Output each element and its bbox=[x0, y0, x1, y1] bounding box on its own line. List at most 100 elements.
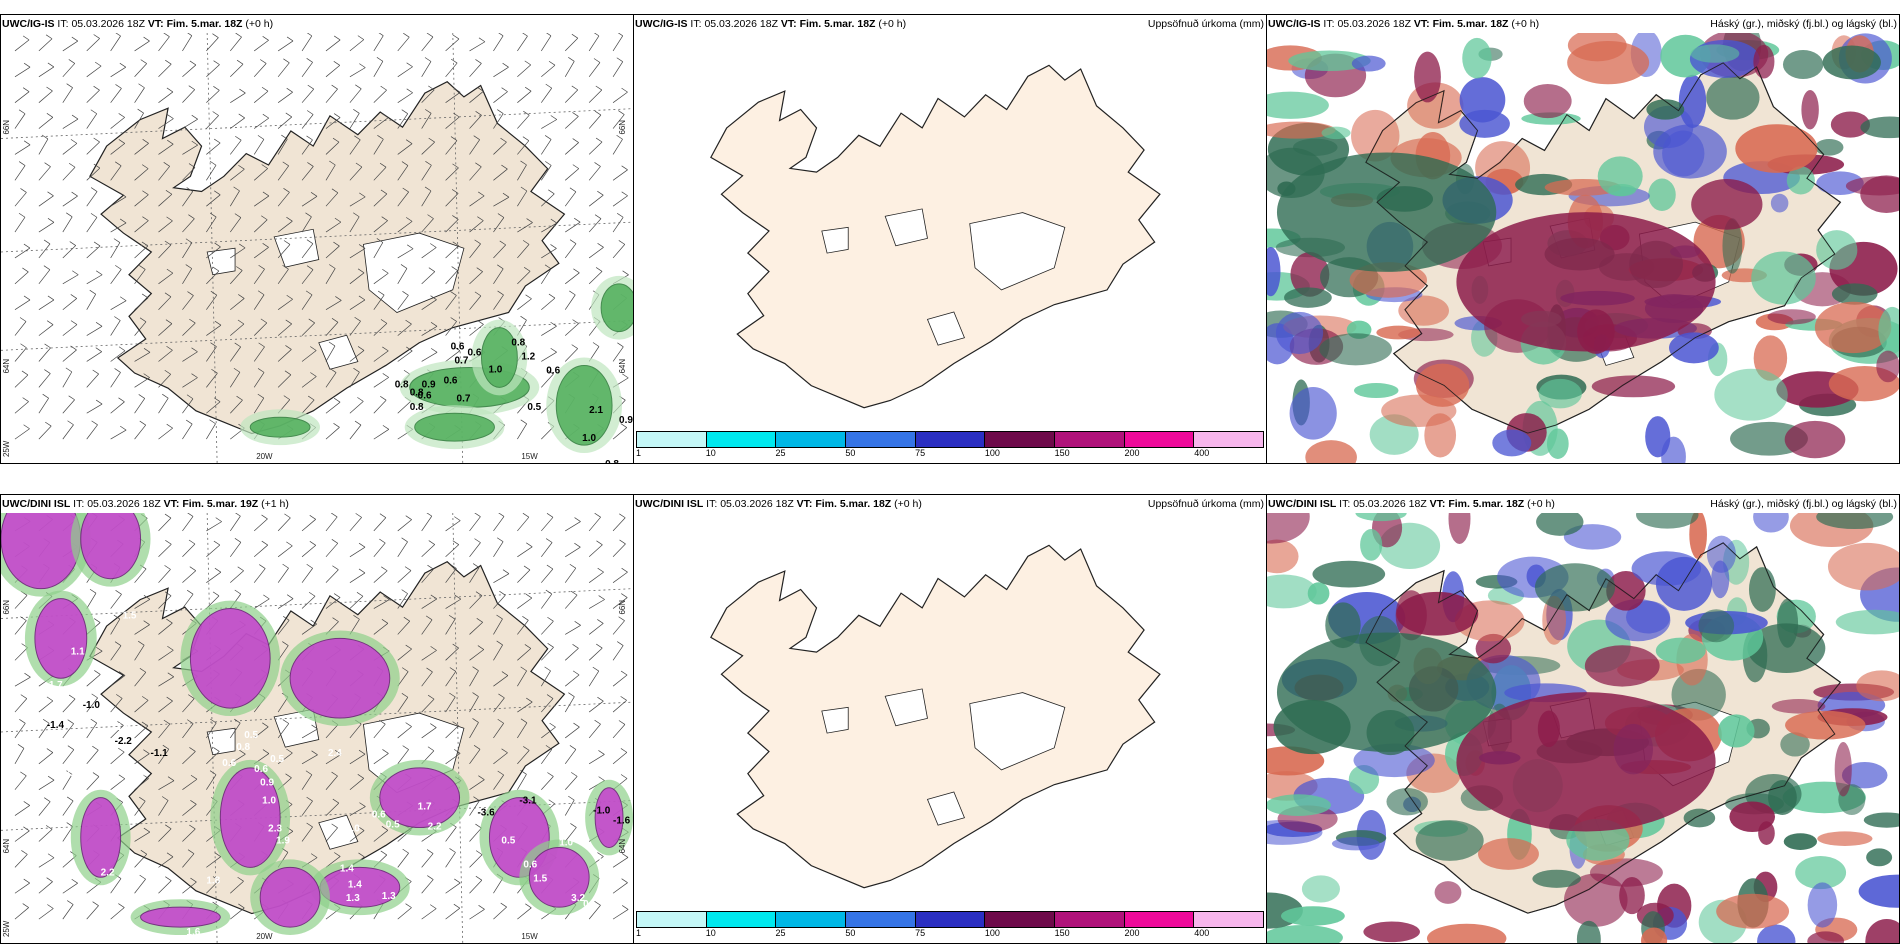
wind-barb bbox=[110, 641, 122, 661]
glacier-outline bbox=[318, 814, 359, 850]
wind-barb bbox=[612, 191, 628, 207]
wind-barb bbox=[158, 824, 172, 842]
wind-barb bbox=[469, 239, 481, 259]
wind-barb bbox=[397, 264, 408, 285]
wind-barb bbox=[301, 796, 313, 816]
cloud-cover-area bbox=[1698, 609, 1735, 643]
wind-barb bbox=[182, 238, 193, 259]
wind-barb bbox=[469, 291, 482, 310]
wind-barb bbox=[588, 33, 600, 52]
cloud-cover-area bbox=[1456, 692, 1716, 832]
cloud-cover-area bbox=[1860, 116, 1899, 139]
wind-barb bbox=[517, 110, 530, 129]
wind-barb bbox=[421, 849, 434, 868]
wind-barb bbox=[110, 84, 122, 103]
map-svg: 0.80.80.7 1.20.60.61.0 0.60.80.9 0.60.70.80… bbox=[1, 33, 633, 463]
cloud-cover-area bbox=[1690, 44, 1740, 63]
wind-barb bbox=[14, 161, 26, 181]
cloud-cover-area bbox=[1827, 542, 1899, 591]
wind-barb bbox=[14, 87, 30, 103]
wind-barb bbox=[134, 36, 150, 52]
wind-barb bbox=[397, 616, 411, 635]
wind-barb bbox=[253, 318, 268, 336]
wind-barb bbox=[62, 241, 76, 259]
map-clouds[interactable] bbox=[1267, 33, 1899, 463]
wind-barb bbox=[325, 823, 338, 842]
wind-barb bbox=[38, 421, 52, 440]
wind-barb bbox=[612, 720, 626, 739]
wind-barb bbox=[182, 589, 194, 609]
wind-barb bbox=[397, 88, 413, 103]
wind-barb bbox=[62, 694, 76, 713]
wind-barb bbox=[469, 37, 486, 52]
cloud-cover-area bbox=[1641, 927, 1668, 943]
wind-barb bbox=[110, 62, 126, 78]
wind-barb bbox=[14, 370, 29, 388]
wind-barb bbox=[14, 343, 27, 362]
wind-barb bbox=[517, 419, 528, 440]
wind-barb bbox=[612, 905, 629, 920]
wind-barb bbox=[421, 723, 437, 739]
panel-accum-precip-bottom: UWC/DINI ISL IT: 05.03.2026 18Z VT: Fim.… bbox=[633, 494, 1267, 944]
wind-barb bbox=[373, 189, 388, 207]
precip-value-label: -2.2 bbox=[115, 736, 133, 747]
wind-barb bbox=[14, 694, 28, 713]
longitude-line bbox=[206, 513, 218, 943]
wind-barb bbox=[182, 539, 196, 558]
wind-barb bbox=[277, 188, 290, 207]
map-clouds[interactable] bbox=[1267, 513, 1899, 943]
colorbar-swatch bbox=[776, 432, 847, 447]
wind-barb bbox=[541, 643, 554, 661]
precip-value-label: 2.2 bbox=[101, 867, 115, 878]
wind-barb bbox=[182, 114, 198, 129]
map-wind-precip[interactable]: 0.8 0.8 0.7 1.2 0.6 0.6 1.0 0.6 0.8 0.9 0.6 0.7 0.8 0… bbox=[1, 33, 633, 463]
cloud-cover-area bbox=[1816, 513, 1894, 530]
cloud-cover-area bbox=[1669, 332, 1719, 364]
wind-barb bbox=[134, 108, 144, 129]
precip-value-label: 1.6 bbox=[186, 927, 200, 938]
wind-barb bbox=[612, 423, 628, 440]
wind-barb bbox=[612, 853, 629, 868]
wind-barb bbox=[349, 316, 361, 336]
wind-barb bbox=[469, 618, 483, 635]
wind-barb bbox=[62, 294, 77, 310]
wind-barb bbox=[206, 540, 221, 558]
cloud-cover-area bbox=[1567, 40, 1650, 85]
colorbar-label: 100 bbox=[984, 928, 1000, 938]
wind-barb bbox=[134, 696, 149, 713]
wind-barb bbox=[493, 290, 504, 310]
cloud-cover-area bbox=[1462, 37, 1492, 79]
cloud-cover-area bbox=[1655, 637, 1706, 664]
init-time-prefix: IT: bbox=[1339, 498, 1351, 510]
wind-barb bbox=[493, 537, 504, 557]
wind-barb bbox=[517, 593, 533, 609]
wind-barb bbox=[134, 139, 149, 155]
wind-barb bbox=[253, 191, 270, 207]
wind-barb bbox=[277, 319, 292, 336]
precip-snow-area bbox=[219, 767, 281, 868]
cloud-cover-area bbox=[1729, 801, 1776, 832]
wind-barb bbox=[541, 564, 554, 583]
wind-barb bbox=[230, 243, 246, 259]
iceland-land bbox=[710, 544, 1161, 889]
precip-snow-area bbox=[289, 637, 391, 719]
cloud-cover-area bbox=[1434, 881, 1462, 904]
wind-barb bbox=[229, 135, 242, 155]
cloud-cover-area bbox=[1448, 513, 1471, 544]
glacier-outline bbox=[926, 791, 965, 826]
colorbar-swatch bbox=[1055, 912, 1125, 927]
wind-barb bbox=[517, 903, 532, 920]
wind-barb bbox=[110, 113, 125, 129]
wind-barb bbox=[86, 369, 99, 388]
wind-barb bbox=[62, 367, 73, 388]
wind-barb bbox=[588, 58, 601, 78]
wind-barb bbox=[445, 215, 459, 233]
wind-barb bbox=[110, 192, 127, 207]
map-accum-precip[interactable] bbox=[634, 513, 1266, 911]
axis-coordinate-label: 20W bbox=[256, 932, 273, 941]
map-wind-precip[interactable]: 1.5 1.1 1.7 -1.0 -1.4 1.9 -2.2 0.9 -1.1 3.0 2.4 0.6… bbox=[1, 513, 633, 943]
wind-barb bbox=[14, 672, 31, 687]
precip-value-label: 1.2 bbox=[521, 351, 535, 362]
wind-barb bbox=[588, 666, 600, 687]
map-accum-precip[interactable] bbox=[634, 33, 1266, 431]
